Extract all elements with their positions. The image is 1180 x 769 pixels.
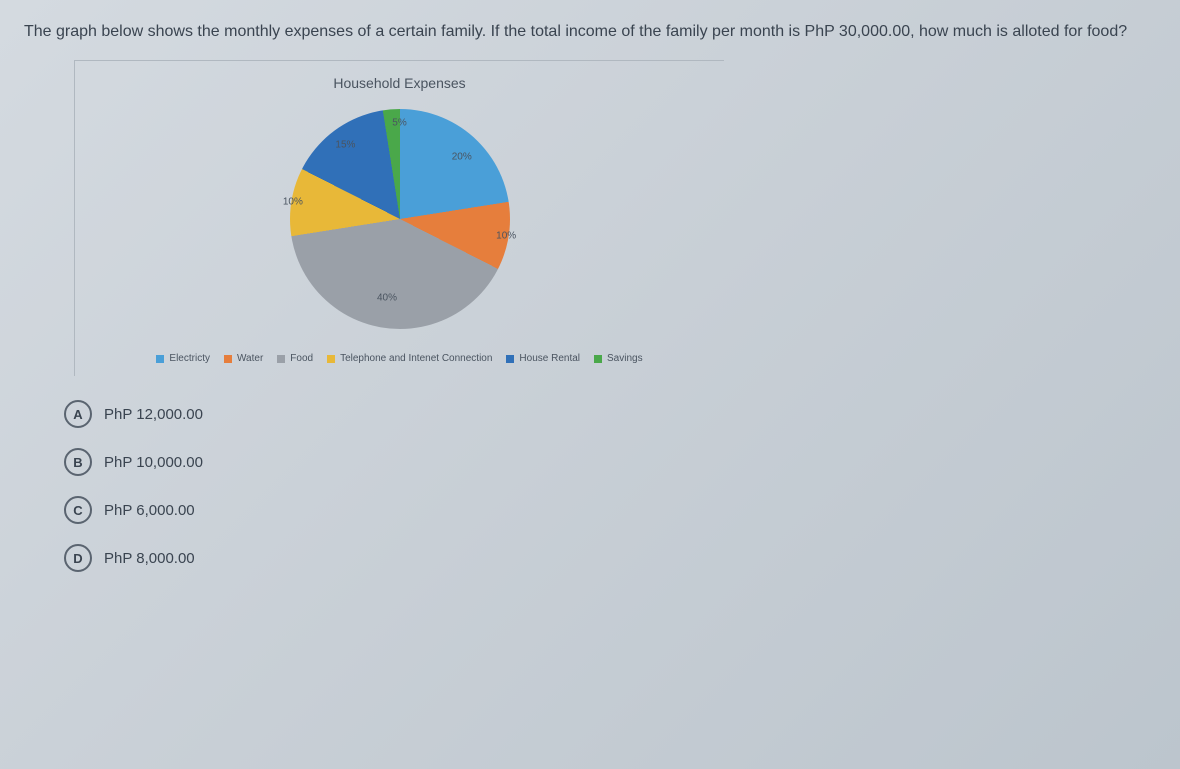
legend-swatch [594, 355, 602, 363]
option-d[interactable]: D PhP 8,000.00 [64, 544, 1156, 572]
pie-slice-label: 5% [392, 118, 406, 129]
pie-slice-label: 20% [452, 151, 472, 162]
legend-label: Savings [607, 353, 643, 364]
legend-label: House Rental [519, 353, 580, 364]
option-b[interactable]: B PhP 10,000.00 [64, 448, 1156, 476]
answer-options: A PhP 12,000.00 B PhP 10,000.00 C PhP 6,… [64, 400, 1156, 572]
legend-item: Telephone and Intenet Connection [327, 353, 492, 364]
legend-label: Water [237, 353, 263, 364]
option-a[interactable]: A PhP 12,000.00 [64, 400, 1156, 428]
option-letter-c: C [64, 496, 92, 524]
legend-item: Electricty [156, 353, 210, 364]
legend-item: Savings [594, 353, 643, 364]
option-text-b: PhP 10,000.00 [104, 454, 203, 471]
option-text-c: PhP 6,000.00 [104, 502, 195, 519]
question-text: The graph below shows the monthly expens… [24, 20, 1156, 44]
legend-swatch [327, 355, 335, 363]
legend-swatch [224, 355, 232, 363]
option-text-a: PhP 12,000.00 [104, 406, 203, 423]
option-text-d: PhP 8,000.00 [104, 550, 195, 567]
pie-slice-label: 15% [335, 139, 355, 150]
legend-label: Food [290, 353, 313, 364]
pie-slice-label: 10% [496, 230, 516, 241]
option-letter-d: D [64, 544, 92, 572]
pie-chart [290, 109, 510, 329]
chart-container: Household Expenses 20% 10% 40% 10% 15% 5% Ele… [74, 60, 724, 376]
legend-swatch [506, 355, 514, 363]
legend-label: Electricty [169, 353, 210, 364]
legend-item: Food [277, 353, 313, 364]
legend-item: Water [224, 353, 263, 364]
chart-title: Household Expenses [75, 75, 724, 91]
option-letter-a: A [64, 400, 92, 428]
pie-slice-label: 10% [283, 197, 303, 208]
legend-item: House Rental [506, 353, 580, 364]
option-letter-b: B [64, 448, 92, 476]
chart-legend: Electricty Water Food Telephone and Intenet… [75, 353, 724, 364]
option-c[interactable]: C PhP 6,000.00 [64, 496, 1156, 524]
legend-swatch [277, 355, 285, 363]
legend-label: Telephone and Intenet Connection [340, 353, 492, 364]
pie-wrapper: 20%10%40%10%15%5% [290, 109, 510, 329]
pie-slice-label: 40% [377, 293, 397, 304]
legend-swatch [156, 355, 164, 363]
